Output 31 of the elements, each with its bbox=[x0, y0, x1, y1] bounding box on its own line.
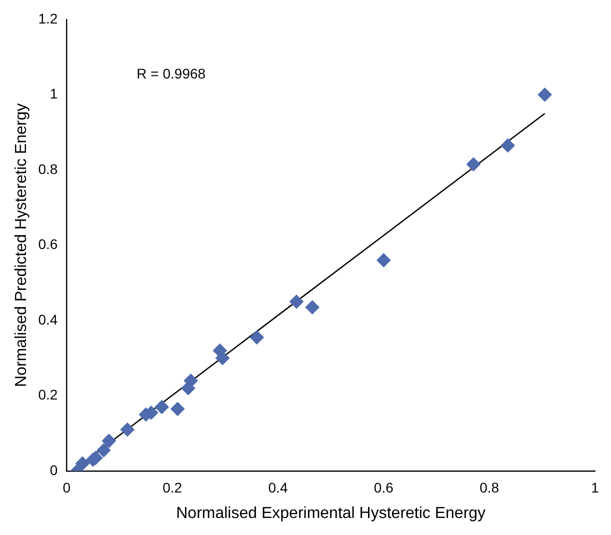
x-tick-label: 0.8 bbox=[480, 479, 500, 496]
point bbox=[154, 400, 169, 414]
point bbox=[76, 456, 90, 470]
x-tick-label: 0.6 bbox=[374, 479, 394, 496]
point bbox=[466, 157, 480, 172]
y-tick-label: 0.6 bbox=[38, 236, 58, 252]
x-tick-label: 0 bbox=[62, 479, 71, 496]
point bbox=[500, 138, 515, 152]
x-tick-label: 0.2 bbox=[162, 479, 182, 496]
point bbox=[120, 422, 134, 437]
x-axis-title: Normalised Experimental Hysteretic Energy bbox=[176, 504, 486, 522]
x-tick-label: 0.4 bbox=[268, 479, 288, 496]
y-tick-label: 0 bbox=[50, 462, 58, 478]
y-tick-label: 0.8 bbox=[38, 160, 58, 177]
y-tick-label: 0.4 bbox=[38, 311, 58, 328]
x-tick-label: 1 bbox=[591, 479, 600, 496]
point bbox=[216, 351, 230, 366]
point bbox=[538, 88, 552, 102]
point bbox=[289, 294, 304, 309]
point bbox=[170, 402, 185, 416]
point bbox=[250, 330, 264, 344]
point bbox=[305, 300, 320, 314]
y-tick-label: 1 bbox=[50, 86, 58, 102]
point bbox=[184, 374, 198, 388]
point bbox=[96, 443, 111, 458]
y-axis-title: Normalised Predicted Hysteretic Energy bbox=[13, 103, 30, 388]
annotation: R = 0.9968 bbox=[136, 65, 206, 82]
point bbox=[376, 253, 391, 268]
point bbox=[102, 434, 116, 448]
y-tick-label: 1.2 bbox=[38, 10, 58, 26]
y-tick-label: 0.2 bbox=[38, 386, 58, 403]
